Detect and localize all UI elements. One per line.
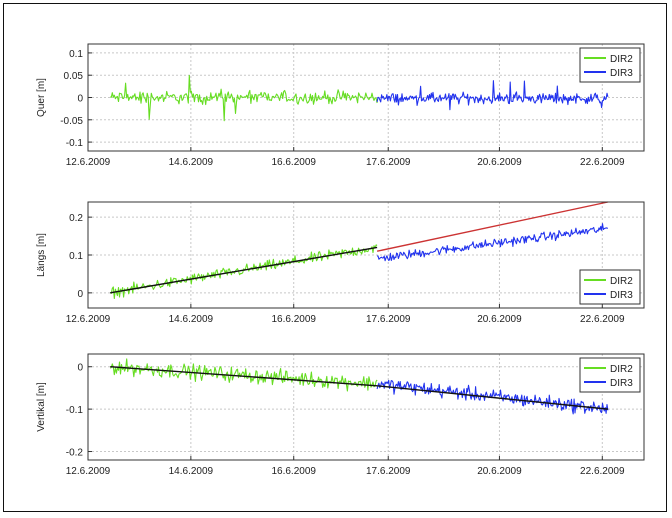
x-tick-label: 17.6.2009 [366,466,411,477]
series-dir3-line [376,223,608,262]
legend-box [579,269,641,305]
chart-panel-1: -0.1 -0.05 0 0.05 0.1 12.6.2009 14.6.2009 16.6.… [36,43,645,168]
x-tick-label: 14.6.2009 [169,314,214,325]
legend-label-dir2: DIR2 [610,276,633,287]
y-tick-label: 0 [77,94,83,105]
axes-box [87,353,645,461]
y-tick-label: 0 [77,289,83,300]
x-tick-label: 20.6.2009 [477,314,522,325]
x-tick-label: 16.6.2009 [271,157,316,168]
legend-label-dir3: DIR3 [610,68,633,79]
y-tick-label: 0.2 [69,213,83,224]
legend: DIR2 DIR3 [579,47,641,83]
chart-panel-3: -0.2 -0.1 0 12.6.2009 14.6.2009 16.6.2009 17.6… [36,353,645,477]
figure-canvas: -0.1 -0.05 0 0.05 0.1 12.6.2009 14.6.2009 16.6.… [36,43,645,477]
x-tick-label: 16.6.2009 [271,466,316,477]
x-tick-label: 20.6.2009 [477,157,522,168]
chart-panel-2: 0 0.1 0.2 12.6.2009 14.6.2009 16.6.2009 17.6.2… [36,201,645,325]
y-tick-label: -0.2 [66,448,84,459]
legend-label-dir3: DIR3 [610,290,633,301]
x-tick-label: 14.6.2009 [169,157,214,168]
y-tick-label: 0.05 [64,71,84,82]
x-tick-label: 22.6.2009 [580,314,625,325]
trend-line-2 [377,385,608,410]
y-tick-label: 0.1 [69,49,83,60]
legend: DIR2 DIR3 [579,269,641,305]
x-tick-label: 17.6.2009 [366,157,411,168]
legend: DIR2 DIR3 [579,357,641,393]
series-dir3-line [376,379,609,415]
legend-label-dir2: DIR2 [610,364,633,375]
x-tick-label: 12.6.2009 [66,314,111,325]
x-tick-label: 20.6.2009 [477,466,522,477]
trend-line-2 [376,201,609,252]
x-tick-label: 16.6.2009 [271,314,316,325]
series-dir2-line [110,74,378,122]
y-tick-label: 0.1 [69,251,83,262]
x-tick-label: 17.6.2009 [366,314,411,325]
legend-box [579,357,641,393]
y-tick-label: -0.1 [66,138,84,149]
legend-label-dir2: DIR2 [610,54,633,65]
series-dir3-line [376,80,609,111]
x-tick-label: 22.6.2009 [580,157,625,168]
x-tick-label: 14.6.2009 [169,466,214,477]
y-axis-label: Vertikal [m] [36,382,47,432]
series-dir2-line [109,244,378,300]
legend-label-dir3: DIR3 [610,378,633,389]
y-axis-label: Quer [m] [36,78,47,117]
trend-line-1 [110,246,378,294]
y-tick-label: 0 [77,363,83,374]
x-tick-label: 22.6.2009 [580,466,625,477]
x-tick-label: 12.6.2009 [66,157,111,168]
trend-line-1 [110,366,378,387]
plot-area [88,354,644,460]
x-tick-label: 12.6.2009 [66,466,111,477]
legend-box [579,47,641,83]
y-axis-label: Längs [m] [36,233,47,277]
y-tick-label: -0.1 [66,405,84,416]
figure-frame: -0.1 -0.05 0 0.05 0.1 12.6.2009 14.6.2009 16.6.… [3,3,667,512]
y-tick-label: -0.05 [60,116,83,127]
